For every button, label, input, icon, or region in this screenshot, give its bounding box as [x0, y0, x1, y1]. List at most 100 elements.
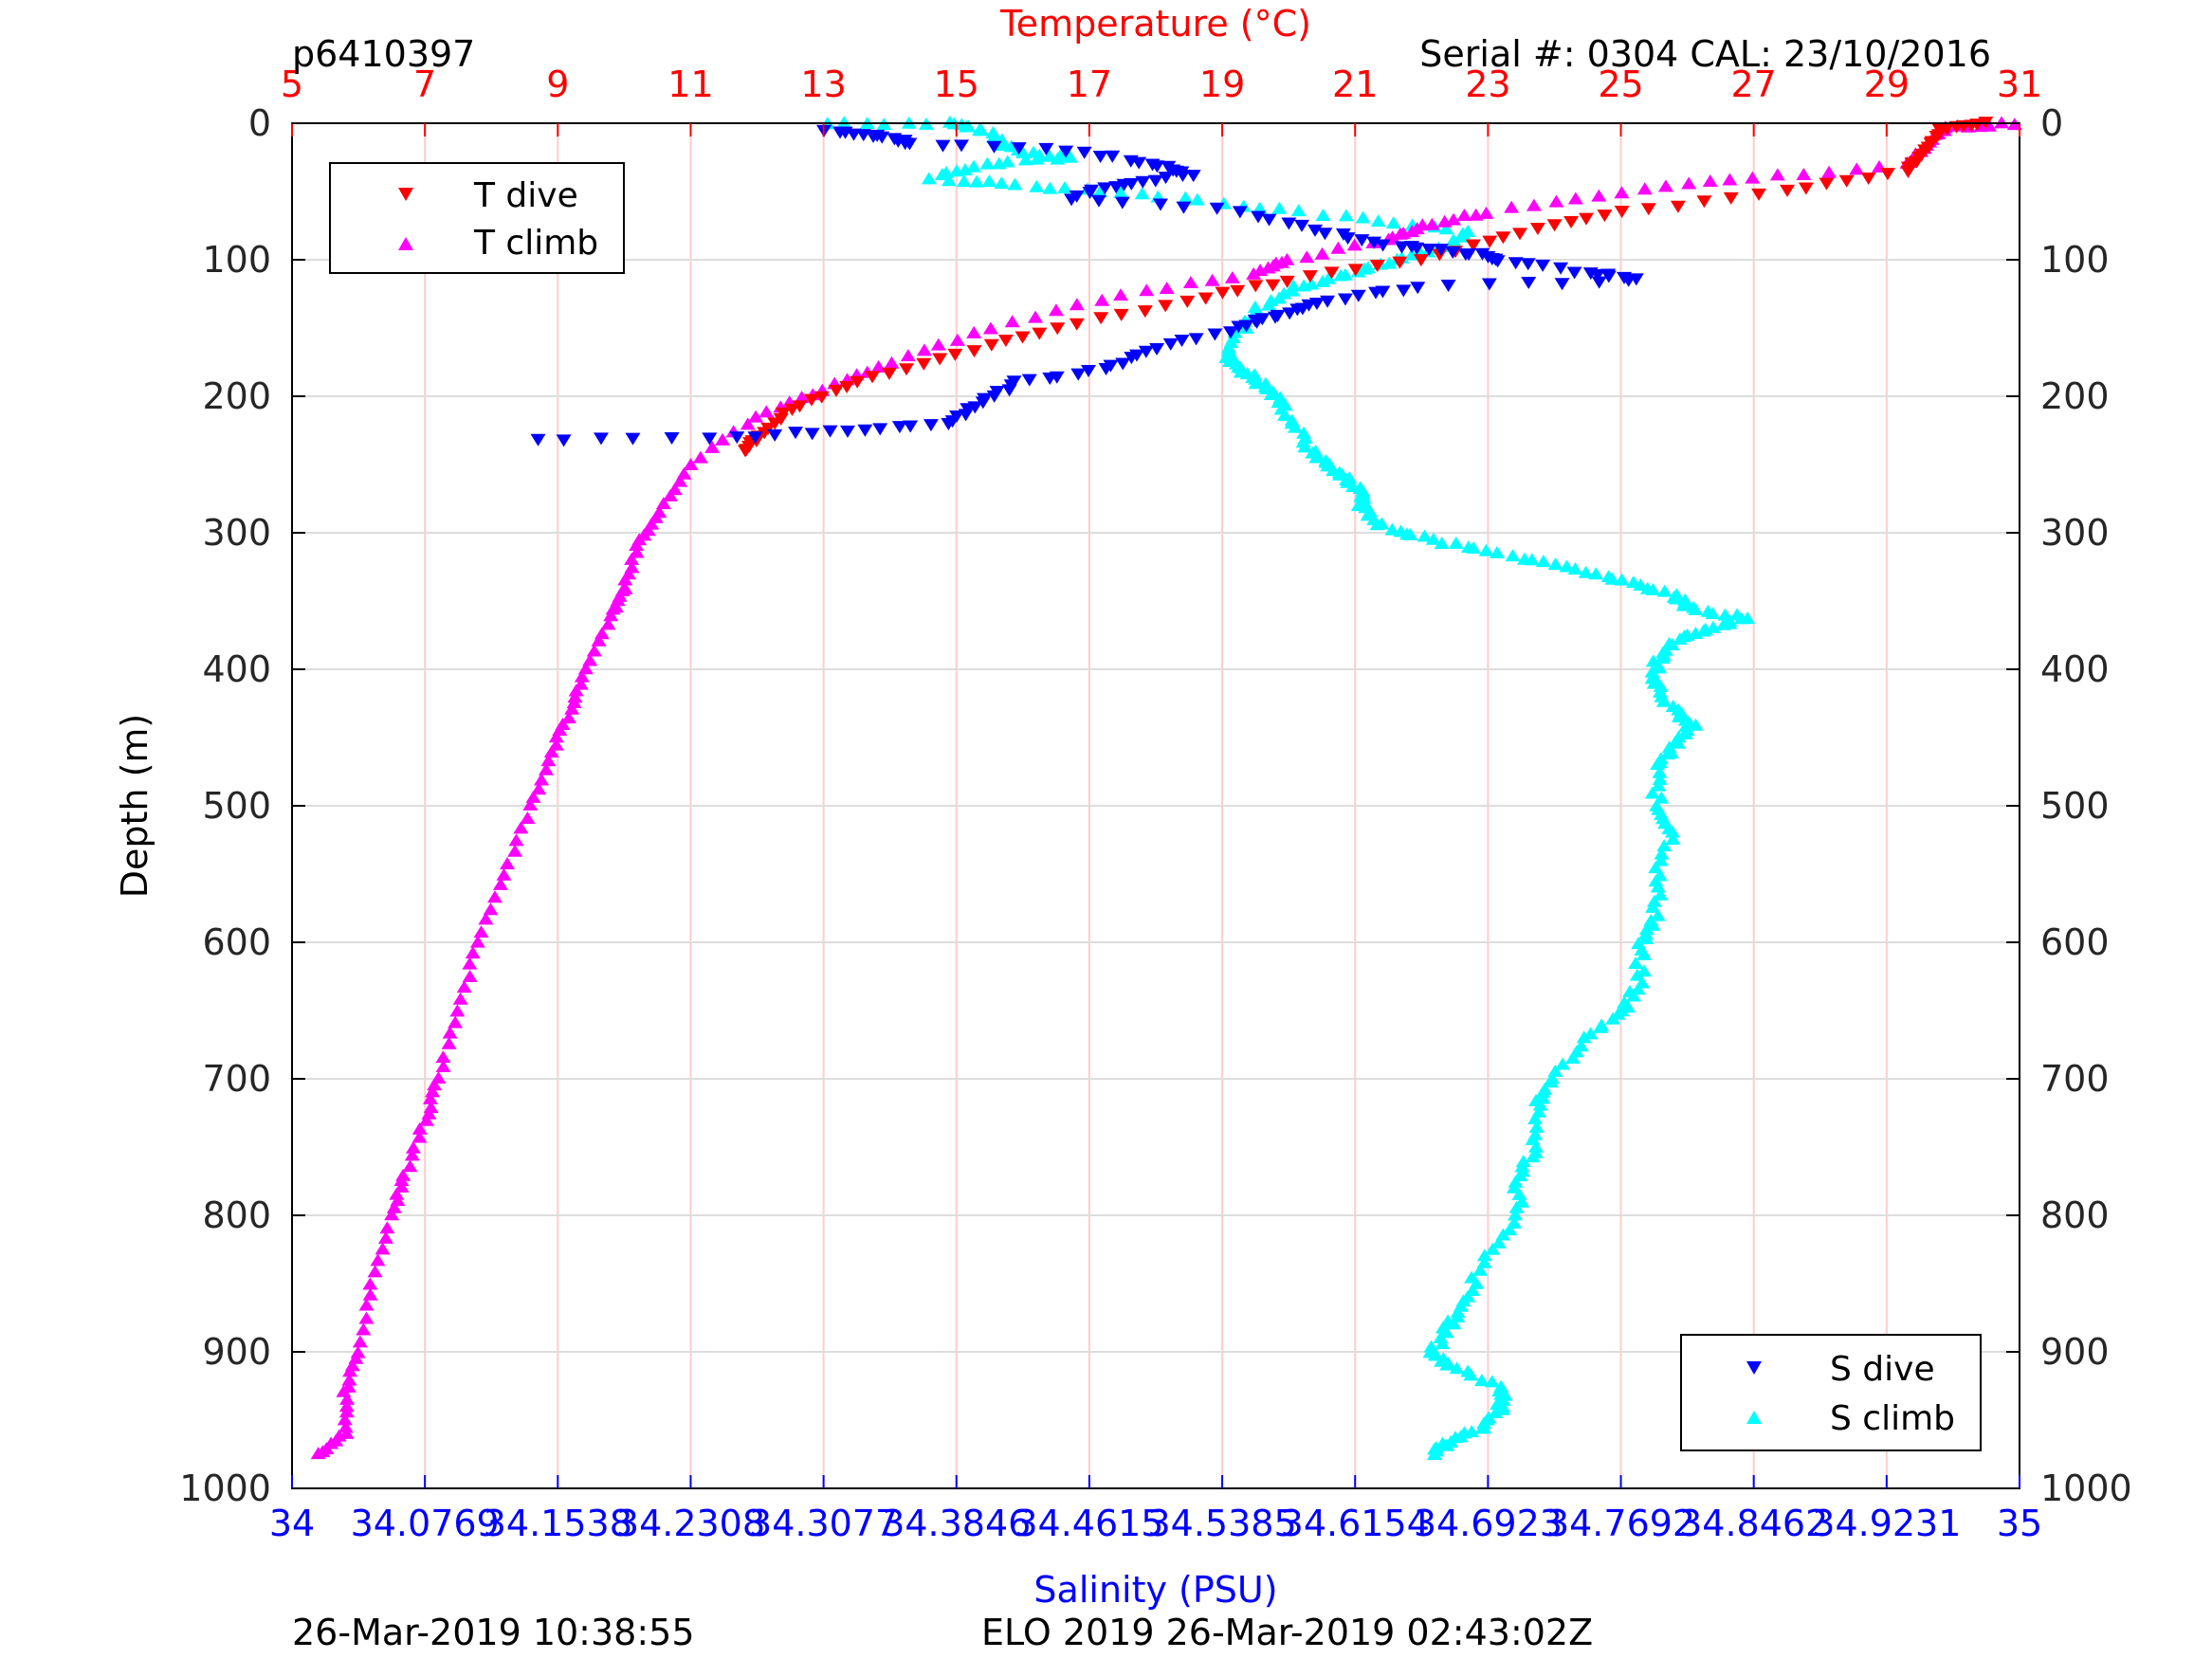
data-point — [1271, 291, 1288, 304]
data-point — [1392, 227, 1408, 240]
data-point — [1644, 786, 1660, 799]
data-point — [759, 405, 775, 418]
profile-id: p6410397 — [292, 33, 475, 75]
data-point — [486, 890, 503, 903]
data-point — [1288, 420, 1304, 433]
data-point — [784, 403, 800, 416]
data-point — [1113, 308, 1129, 321]
data-point — [954, 139, 970, 153]
data-point — [389, 1187, 405, 1200]
data-point — [1147, 174, 1163, 188]
data-point — [1113, 288, 1129, 301]
data-point — [1265, 279, 1281, 292]
data-point — [1001, 384, 1017, 397]
data-point — [1114, 196, 1130, 210]
data-point — [1308, 450, 1325, 464]
data-point — [337, 1413, 353, 1426]
data-point — [1593, 1020, 1609, 1033]
data-point — [1478, 206, 1494, 219]
tick-label-depth: 800 — [202, 1194, 271, 1236]
data-point — [1369, 518, 1385, 531]
data-point — [891, 421, 907, 434]
data-point — [948, 164, 964, 177]
data-point — [1614, 186, 1630, 199]
data-point — [1340, 232, 1356, 246]
data-point — [1290, 204, 1307, 217]
data-point — [1652, 765, 1668, 778]
data-point — [1197, 292, 1214, 305]
data-point — [540, 754, 557, 767]
tick-label-depth: 300 — [202, 512, 271, 554]
data-point — [1209, 202, 1225, 215]
data-point — [1137, 305, 1153, 319]
data-point — [1028, 310, 1044, 323]
data-point — [881, 367, 897, 380]
data-point — [702, 432, 718, 446]
data-point — [425, 1085, 441, 1098]
tick-label-depth-right: 100 — [2040, 239, 2110, 281]
data-point — [1315, 208, 1331, 221]
data-point — [916, 343, 932, 356]
data-point — [513, 821, 529, 834]
data-point — [1535, 259, 1551, 272]
data-point — [1559, 559, 1575, 573]
data-point — [603, 609, 619, 622]
data-point — [1337, 293, 1353, 306]
data-point — [1092, 151, 1108, 164]
tick-label-depth: 200 — [202, 375, 271, 417]
data-point — [672, 474, 688, 487]
data-point — [1007, 177, 1023, 191]
data-point — [1261, 213, 1277, 227]
data-point — [1434, 536, 1450, 549]
data-point — [1535, 555, 1551, 568]
data-point — [496, 867, 512, 881]
data-point — [1628, 957, 1644, 970]
data-point — [1138, 345, 1154, 358]
data-point — [1527, 1112, 1544, 1125]
data-point — [568, 684, 584, 697]
data-point — [1176, 201, 1192, 214]
data-point — [1696, 195, 1712, 209]
data-point — [1555, 1057, 1571, 1070]
data-point — [1289, 303, 1306, 317]
data-point — [941, 418, 957, 431]
data-point — [1333, 268, 1349, 282]
tick-label-salinity: 34.6154 — [1281, 1503, 1430, 1544]
data-series — [310, 115, 2022, 1460]
tick-label-depth-right: 700 — [2040, 1058, 2110, 1100]
data-point — [356, 1322, 372, 1336]
data-point — [1588, 567, 1604, 580]
data-point — [1780, 184, 1796, 197]
data-point — [991, 156, 1007, 170]
data-point — [1048, 303, 1064, 317]
tick-label-salinity: 34.7692 — [1546, 1503, 1695, 1544]
data-point — [1543, 1075, 1559, 1088]
data-point — [1162, 337, 1179, 351]
data-point — [836, 116, 852, 129]
data-point — [405, 1140, 421, 1154]
tick-label-salinity: 35 — [1997, 1503, 2042, 1544]
data-point — [1402, 527, 1418, 540]
data-point — [358, 1298, 375, 1311]
data-point — [1108, 181, 1124, 194]
data-point — [1489, 545, 1505, 558]
data-point — [1515, 1155, 1531, 1168]
tick-label-depth-right: 200 — [2040, 375, 2110, 417]
data-point — [1567, 562, 1583, 575]
data-point — [1113, 186, 1129, 199]
data-point — [916, 357, 932, 371]
data-point — [999, 155, 1015, 168]
data-point — [534, 773, 550, 786]
data-point — [1879, 168, 1895, 181]
data-point — [1508, 1208, 1524, 1221]
data-point — [884, 356, 900, 369]
data-point — [1081, 364, 1097, 377]
data-point — [1640, 203, 1656, 216]
data-point — [969, 174, 985, 188]
data-point — [934, 168, 950, 181]
data-point — [449, 1004, 466, 1017]
data-point — [624, 552, 640, 565]
data-point — [341, 1373, 357, 1386]
data-point — [704, 440, 721, 453]
data-point — [1249, 316, 1265, 329]
